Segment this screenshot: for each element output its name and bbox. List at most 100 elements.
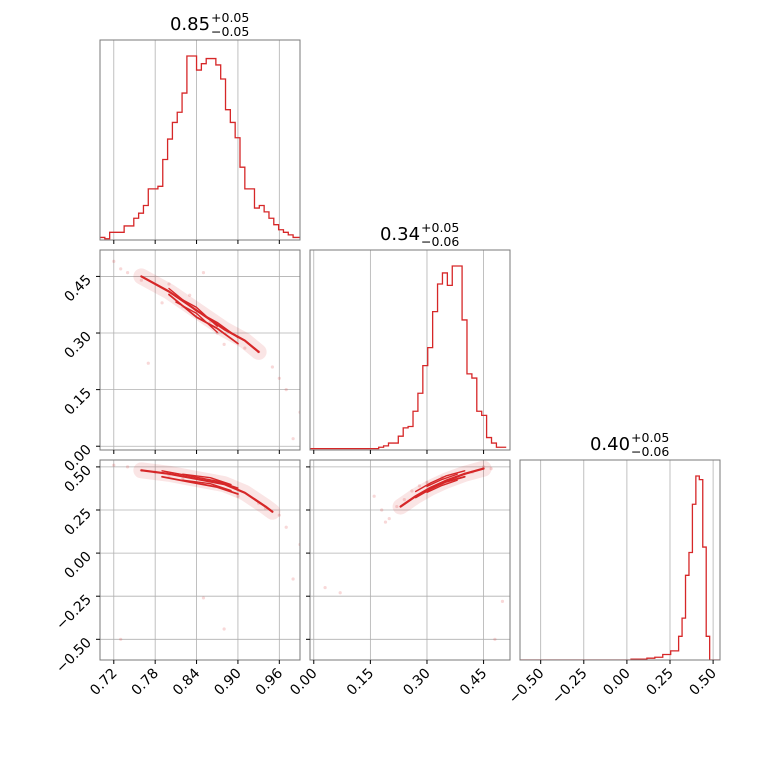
panel-2-0-xtick-label-3: 0.90	[211, 666, 244, 699]
panel-1-0-sample-2	[139, 278, 143, 282]
panel-1-0-sample-7	[201, 271, 206, 275]
histogram-1	[310, 265, 507, 450]
title-0-plus: +0.05	[211, 10, 249, 25]
panel-2-1-contour-0-b	[399, 467, 485, 508]
panel-2-0-sample-1	[125, 465, 130, 469]
panel-2-0-ytick-label-3: 0.25	[61, 506, 94, 539]
panel-2-1-density	[392, 460, 492, 515]
title-0: 0.85	[170, 14, 210, 35]
panel-2-1-contour-1	[414, 475, 466, 499]
title-1: 0.34	[380, 224, 420, 245]
title-2-plus: +0.05	[631, 430, 669, 445]
title-2: 0.40	[590, 434, 630, 455]
panel-2-0-sample-10	[284, 525, 288, 529]
panel-2-1-sample-2	[372, 494, 376, 498]
panel-2-2-frame	[519, 459, 721, 661]
panel-1-0-sample-15	[291, 437, 295, 441]
panel-2-2-data	[520, 475, 720, 660]
panel-2-0-sample-0	[112, 463, 116, 467]
panel-2-0-contour-2	[182, 473, 232, 486]
panel-2-1-sample-10	[481, 465, 486, 469]
panel-1-0-sample-18	[160, 301, 164, 305]
panel-2-0-ytick-label-0: −0.50	[53, 635, 95, 677]
panel-1-0-sample-12	[270, 365, 275, 369]
panel-2-1-sample-7	[402, 498, 406, 502]
panel-2-1-sample-13	[500, 599, 505, 603]
panel-1-0-sample-14	[284, 388, 288, 392]
panel-2-2-xtick-label-0: −0.50	[506, 666, 548, 708]
panel-2-0-frame	[99, 459, 301, 661]
panel-2-1-sample-11	[489, 467, 493, 471]
panel-2-2-xtick-label-1: −0.25	[549, 666, 591, 708]
panel-1-0-sample-10	[243, 346, 247, 350]
panel-2-0-sample-7	[236, 494, 240, 498]
panel-1-0-sample-4	[167, 282, 171, 286]
panel-2-1-sample-12	[493, 637, 497, 641]
panel-2-0-sample-5	[201, 596, 206, 600]
panel-2-1-sample-6	[395, 504, 399, 509]
panel-2-0-contour-1-b	[161, 470, 239, 489]
panel-2-1-sample-4	[383, 520, 388, 524]
panel-2-0-contour-2-b	[182, 479, 232, 492]
panel-2-1-xtick-label-3: 0.45	[457, 666, 490, 699]
panel-2-1-sample-8	[410, 489, 414, 493]
title-1-value: 0.34	[380, 224, 420, 245]
title-2-value: 0.40	[590, 434, 630, 455]
panel-2-1-data	[323, 460, 505, 641]
panel-2-1-contour-2-b	[426, 479, 458, 494]
panel-2-1-contour-2	[426, 473, 458, 488]
panel-2-1-frame	[309, 459, 511, 661]
panel-2-0-sample-11	[291, 577, 295, 581]
panel-0-0-frame	[99, 39, 301, 241]
panel-2-0-xtick-label-4: 0.96	[253, 665, 286, 698]
panel-2-0-contour-1	[161, 475, 239, 495]
histogram-2	[520, 475, 720, 660]
panel-2-0-density	[133, 462, 281, 520]
panel-1-0-ytick-label-1: 0.15	[61, 385, 94, 418]
title-0-minus: −0.05	[211, 24, 249, 39]
panel-0-0-data	[100, 55, 300, 240]
panel-1-0-contour-2-b	[175, 301, 218, 333]
panel-1-0-data	[112, 259, 300, 441]
panel-2-0-xtick-label-1: 0.78	[129, 666, 162, 699]
panel-2-1-sample-5	[387, 517, 391, 521]
panel-2-0-sample-13	[119, 637, 123, 641]
panel-1-0-sample-13	[277, 376, 281, 380]
panel-1-0-ytick-label-2: 0.30	[61, 329, 94, 362]
panel-1-0-sample-17	[125, 271, 130, 275]
panel-2-1-xtick-label-2: 0.30	[400, 666, 433, 699]
panel-2-1-sample-17	[425, 480, 429, 485]
histogram-0	[100, 55, 300, 240]
title-1-minus: −0.06	[421, 234, 459, 249]
title-1-plus: +0.05	[421, 220, 459, 235]
panel-2-0-sample-9	[277, 513, 281, 517]
panel-1-0-density	[133, 268, 267, 360]
panel-1-1-frame	[309, 249, 511, 451]
panel-1-0-sample-9	[222, 342, 226, 346]
panel-1-0-frame	[99, 249, 301, 451]
panel-1-1-data	[310, 265, 507, 450]
panel-1-0-sample-0	[112, 259, 116, 263]
panel-2-1-contour-1-b	[414, 470, 466, 493]
panel-2-1-sample-3	[380, 508, 384, 512]
panel-2-2-xtick-label-3: 0.25	[643, 666, 676, 699]
panel-2-2-xtick-label-2: 0.00	[600, 666, 633, 699]
panel-1-0-ytick-label-3: 0.45	[61, 272, 94, 305]
panel-2-0-xtick-label-0: 0.72	[87, 666, 120, 699]
title-2-minus: −0.06	[631, 444, 669, 459]
panel-2-0-sample-6	[222, 627, 226, 631]
panel-1-0-sample-3	[146, 361, 150, 365]
panel-1-0-sample-6	[188, 293, 192, 297]
panel-1-0-sample-1	[119, 267, 123, 271]
panel-2-1-xtick-label-0: 0.00	[287, 666, 320, 699]
panel-2-1-sample-1	[338, 591, 342, 595]
panel-2-1-xtick-label-1: 0.15	[344, 666, 377, 699]
panel-2-1-sample-0	[323, 585, 327, 590]
panel-2-0-xtick-label-2: 0.84	[170, 665, 203, 698]
title-0-value: 0.85	[170, 14, 210, 35]
panel-2-0-ytick-label-2: 0.00	[61, 549, 94, 582]
panel-2-0-ytick-label-1: −0.25	[53, 592, 95, 634]
panel-2-1-sample-9	[417, 484, 422, 488]
panel-2-2-xtick-label-4: 0.50	[687, 666, 720, 699]
